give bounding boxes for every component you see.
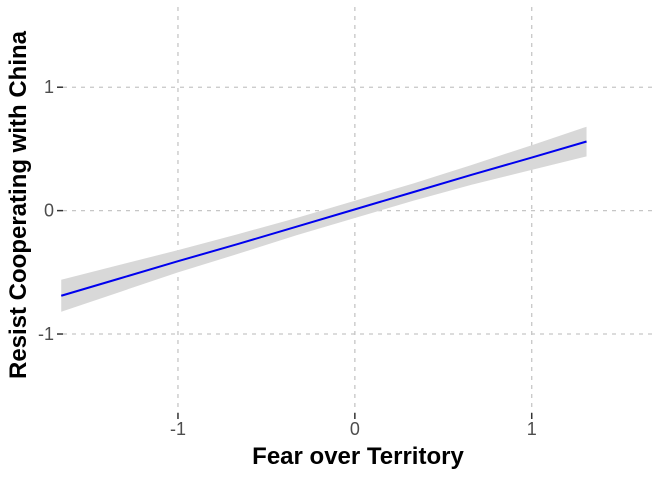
fitted-line	[60, 140, 587, 297]
x-tick-label: -1	[170, 419, 186, 439]
y-tick-label: 0	[44, 201, 54, 221]
y-tick-label: 1	[44, 77, 54, 97]
y-tick-label: -1	[38, 324, 54, 344]
x-tick-label: 0	[350, 419, 360, 439]
y-axis-title: Resist Cooperating with China	[5, 30, 32, 380]
x-axis-title: Fear over Territory	[252, 443, 464, 470]
x-tick-label: 1	[527, 419, 537, 439]
